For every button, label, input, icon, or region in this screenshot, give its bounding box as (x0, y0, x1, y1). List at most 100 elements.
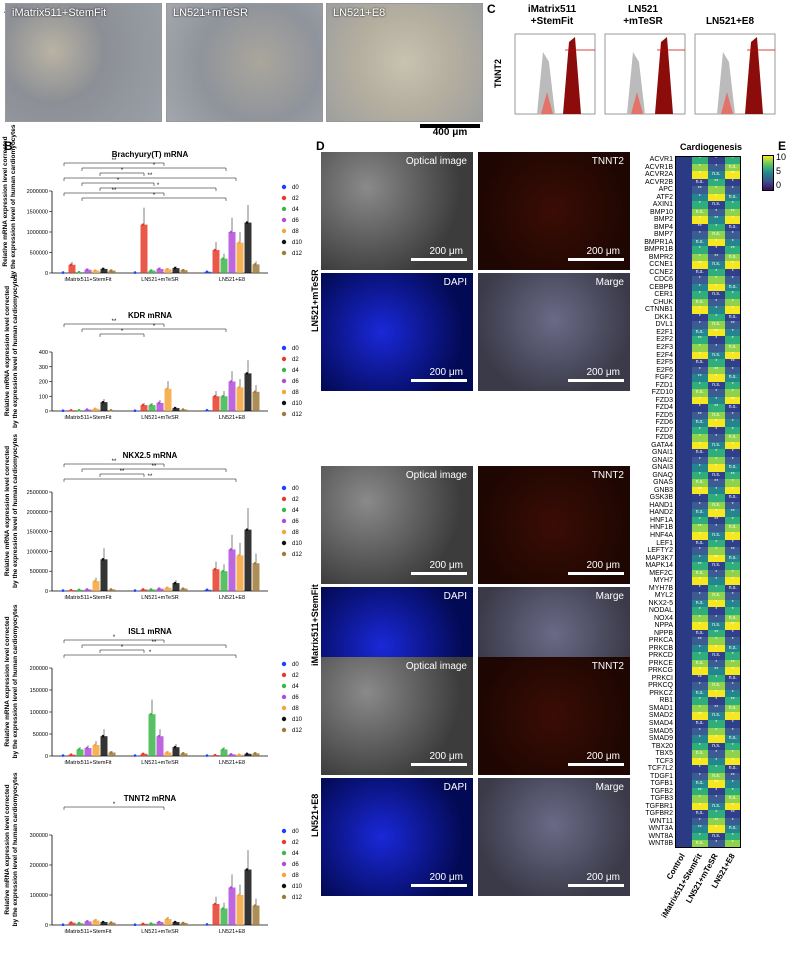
significance-bracket (81, 644, 227, 648)
heatmap-cell (675, 156, 692, 164)
y-tick-label: 0 (45, 271, 48, 277)
significance-mark: ** (120, 469, 125, 475)
bar-d6 (228, 754, 236, 756)
data-point (69, 408, 73, 412)
heatmap-cell: * (691, 456, 708, 465)
heatmap-cell: n.s. (724, 765, 741, 773)
bar-d6 (228, 232, 236, 273)
legend-label: d2 (292, 673, 299, 679)
group-label: iMatrix511+StemFit (64, 760, 112, 766)
heatmap-cell: * (691, 501, 708, 510)
heatmap-cell: n.s. (708, 832, 725, 841)
data-point (173, 266, 177, 270)
heatmap-cell: * (724, 276, 741, 284)
heatmap-cell: * (691, 426, 708, 435)
data-point (109, 408, 113, 412)
heatmap-row-label: HNF1B (650, 524, 673, 532)
heatmap-cell: ** (708, 629, 725, 638)
colorbar (762, 155, 774, 191)
heatmap-row-label: BMP10 (650, 208, 673, 216)
heatmap-row-label: NPPB (653, 629, 673, 637)
bar-d4 (220, 571, 228, 591)
heatmap-row-label: BMP7 (653, 231, 673, 239)
heatmap-cell: ** (691, 712, 708, 720)
heatmap-cell (675, 449, 692, 457)
heatmap-cell: n.s. (724, 374, 741, 382)
heatmap-cell: * (708, 374, 725, 382)
data-point (85, 408, 89, 411)
heatmap-cell: * (691, 577, 708, 585)
heatmap-cell: * (724, 539, 741, 548)
data-point (229, 886, 233, 889)
data-point (69, 263, 73, 267)
legend-dot (281, 861, 287, 867)
data-point (205, 588, 209, 592)
data-point (245, 372, 249, 375)
bar-d10 (172, 408, 180, 411)
data-point (133, 271, 137, 274)
heatmap-cell (675, 569, 692, 578)
heatmap-cell: ** (708, 216, 725, 224)
bar-d12 (108, 922, 116, 925)
heatmap-cell (675, 494, 692, 502)
bar-d12 (252, 391, 260, 411)
bar-d12 (180, 922, 188, 925)
heatmap-row-label: GNAI2 (651, 456, 673, 464)
heatmap-cell: * (708, 674, 725, 683)
heatmap-row-label: SMAD4 (648, 720, 673, 727)
heatmap-cell (675, 298, 692, 307)
heatmap-cell (675, 765, 692, 773)
heatmap-cell: ** (724, 509, 741, 517)
data-point (61, 923, 65, 926)
heatmap-cell (675, 750, 692, 758)
heatmap-cell (675, 840, 692, 848)
heatmap-row-label: FZD6 (655, 419, 674, 427)
heatmap-cell: n.s. (691, 569, 708, 578)
data-point (101, 920, 105, 924)
y-tick-label: 100000 (30, 893, 48, 899)
heatmap-row-label: NPPA (654, 622, 673, 630)
heatmap-row-label: ACVR1B (644, 163, 673, 171)
bar-d10 (244, 869, 252, 925)
heatmap-cell: n.s. (724, 344, 741, 352)
heatmap-cell: * (691, 351, 708, 360)
heatmap-cell: * (708, 426, 725, 435)
data-point (157, 401, 161, 405)
bar-d8 (164, 587, 172, 591)
legend-dot (281, 184, 287, 190)
heatmap-cell (675, 193, 692, 202)
heatmap-cell: * (724, 607, 741, 615)
significance-bracket (81, 167, 227, 171)
heatmap-cell (675, 178, 692, 187)
legend-dot (281, 485, 287, 491)
legend-label: d0 (292, 662, 299, 668)
bar-d4 (148, 714, 156, 756)
y-tick-label: 200000 (30, 863, 48, 869)
heatmap-row-label: WNT8A (648, 832, 674, 840)
heatmap-cell: n.s. (724, 163, 741, 172)
heatmap-cell (675, 667, 692, 675)
flow-title-1: iMatrix511 +StemFit (527, 4, 577, 27)
heatmap-cell (675, 622, 692, 630)
legend-label: d4 (292, 684, 299, 690)
significance-bracket (63, 654, 237, 658)
heatmap-row-label: ACVR2A (644, 171, 673, 179)
legend-dot (281, 496, 287, 502)
scale-text: 200 μm (586, 560, 620, 571)
heatmap-cell: * (691, 313, 708, 322)
data-point (221, 569, 225, 573)
heatmap-cell: * (708, 825, 725, 833)
legend-label: d4 (292, 368, 299, 374)
heatmap-cell (675, 291, 692, 299)
heatmap-cell: * (691, 404, 708, 412)
heatmap-cell: * (708, 659, 725, 668)
heatmap-cell: n.s. (691, 238, 708, 247)
heatmap-cell: ** (691, 486, 708, 495)
heatmap-cell: * (691, 644, 708, 653)
data-point (149, 403, 153, 407)
heatmap-cell: * (691, 697, 708, 705)
scale-text: 200 μm (586, 751, 620, 762)
legend-dot (281, 411, 287, 417)
phase-image-ln521-e8: LN521+E8 (326, 3, 483, 122)
heatmap-row-label: PRKCQ (648, 682, 673, 690)
